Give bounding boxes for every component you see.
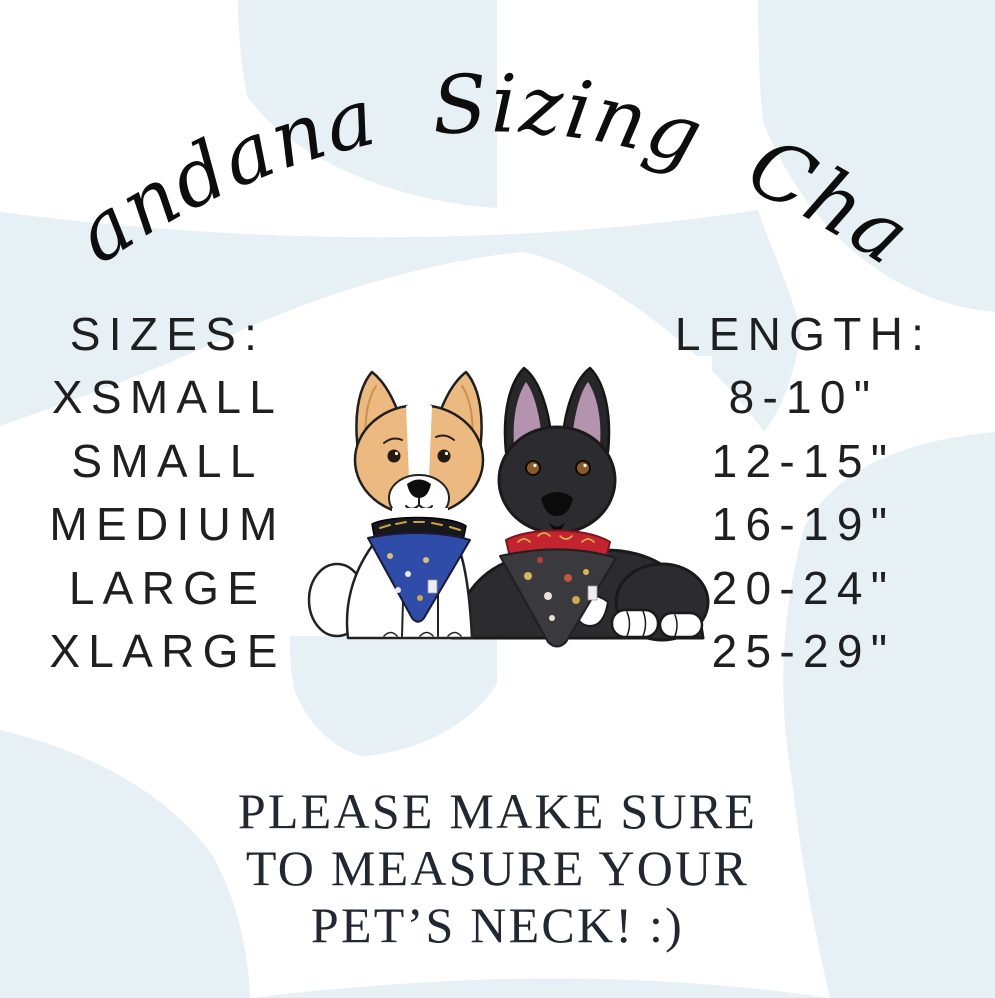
length-value-small: 12-15" [711,434,896,487]
sizes-column: SIZES: XSMALL SMALL MEDIUM LARGE XLARGE [0,302,335,683]
length-value-medium: 16-19" [711,498,896,551]
length-value-xsmall: 8-10" [728,371,879,424]
corgi-right-eye [437,449,451,463]
black-dog-mouth [549,522,565,531]
size-label-medium: MEDIUM [49,498,286,551]
corgi-bandana [367,516,471,623]
black-dog-bandana [499,529,617,648]
size-label-xlarge: XLARGE [49,625,286,678]
measure-note-line-3: PET’S NECK! :) [310,897,685,953]
black-dog-left-inner-ear [513,382,542,444]
corgi-blaze [406,401,432,478]
black-dog-head [497,366,617,648]
sizes-header: SIZES: [69,307,266,360]
size-label-large: LARGE [68,561,267,614]
length-value-xlarge: 25-29" [711,625,896,678]
lengths-column: LENGTH: 8-10" 12-15" 16-19" 20-24" 25-29… [612,302,995,683]
dogs-illustration [307,366,710,648]
measure-note-line-2: TO MEASURE YOUR [245,840,750,896]
black-dog-left-eye [525,460,541,476]
corgi-left-eye [387,449,401,463]
corgi-nose [407,479,431,498]
measure-note: PLEASE MAKE SURE TO MEASURE YOUR PET’S N… [0,783,995,954]
length-value-large: 20-24" [711,561,896,614]
size-label-xsmall: XSMALL [51,371,284,424]
length-header: LENGTH: [674,307,933,360]
corgi-illustration [307,370,485,640]
black-dog-nose [541,492,573,516]
measure-note-line-1: PLEASE MAKE SURE [237,783,758,839]
black-dog-right-eye [575,460,591,476]
size-label-small: SMALL [71,434,264,487]
black-dog-right-inner-ear [572,382,601,444]
